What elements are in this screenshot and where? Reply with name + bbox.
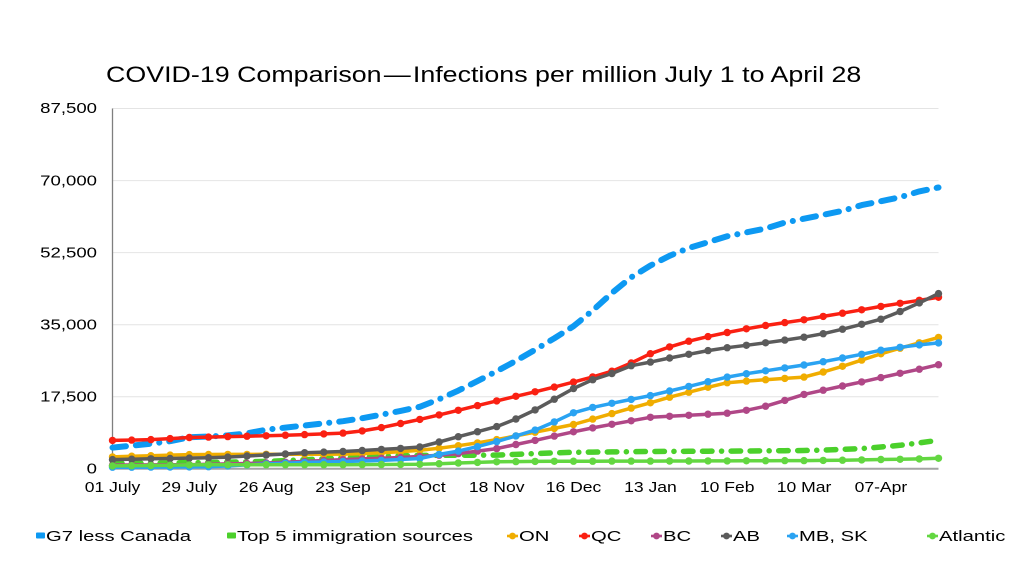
svg-text:18 Nov: 18 Nov [469,479,525,496]
svg-text:Atlantic: Atlantic [939,528,1005,545]
svg-text:01 July: 01 July [85,479,141,496]
svg-text:Top 5 immigration sources: Top 5 immigration sources [237,528,473,545]
svg-text:10 Mar: 10 Mar [777,479,832,496]
svg-text:70,000: 70,000 [40,172,97,189]
svg-text:21 Oct: 21 Oct [394,479,446,496]
svg-text:ON: ON [519,528,549,545]
svg-text:COVID-19 Comparison — Infectio: COVID-19 Comparison — Infections per mil… [106,63,861,87]
svg-text:AB: AB [733,528,760,545]
svg-text:29 July: 29 July [162,479,218,496]
svg-text:G7 less Canada: G7 less Canada [46,528,191,545]
svg-text:26 Aug: 26 Aug [239,479,294,496]
svg-text:23 Sep: 23 Sep [315,479,371,496]
svg-text:07-Apr: 07-Apr [855,479,908,496]
svg-text:87,500: 87,500 [40,100,97,117]
svg-text:10 Feb: 10 Feb [700,479,755,496]
svg-text:BC: BC [663,528,691,545]
svg-text:52,500: 52,500 [40,244,97,261]
svg-text:17,500: 17,500 [40,388,97,405]
svg-text:16 Dec: 16 Dec [546,479,602,496]
svg-text:QC: QC [591,528,622,545]
svg-text:35,000: 35,000 [40,316,97,333]
svg-text:MB, SK: MB, SK [799,528,868,545]
svg-text:0: 0 [87,460,97,477]
svg-text:13 Jan: 13 Jan [624,479,677,496]
